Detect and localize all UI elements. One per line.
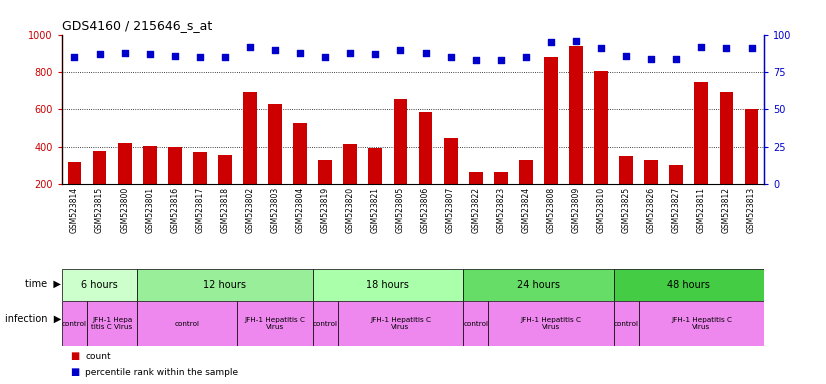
Text: infection  ▶: infection ▶ bbox=[5, 314, 61, 324]
Bar bbox=[393, 99, 407, 184]
Point bbox=[319, 54, 332, 60]
Bar bbox=[463, 301, 488, 346]
Point bbox=[244, 43, 257, 50]
Text: JFH-1 Hepatitis C
Virus: JFH-1 Hepatitis C Virus bbox=[244, 317, 306, 330]
Bar bbox=[62, 269, 137, 301]
Bar bbox=[368, 148, 382, 184]
Text: ■: ■ bbox=[70, 367, 79, 377]
Bar bbox=[168, 147, 182, 184]
Text: 24 hours: 24 hours bbox=[517, 280, 560, 290]
Text: time  ▶: time ▶ bbox=[26, 278, 61, 288]
Bar bbox=[118, 143, 131, 184]
Bar bbox=[444, 138, 458, 184]
Bar bbox=[137, 301, 238, 346]
Point bbox=[469, 57, 482, 63]
Bar bbox=[614, 301, 638, 346]
Point bbox=[544, 39, 558, 45]
Bar bbox=[620, 156, 633, 184]
Point bbox=[444, 54, 458, 60]
Bar bbox=[313, 269, 463, 301]
Bar bbox=[68, 162, 82, 184]
Point bbox=[344, 50, 357, 56]
Point bbox=[620, 53, 633, 59]
Point bbox=[644, 55, 657, 61]
Bar bbox=[268, 104, 282, 184]
Bar bbox=[62, 301, 87, 346]
Bar bbox=[463, 269, 614, 301]
Text: GDS4160 / 215646_s_at: GDS4160 / 215646_s_at bbox=[62, 19, 212, 32]
Point bbox=[569, 38, 582, 44]
Point bbox=[93, 51, 107, 57]
Point bbox=[68, 54, 81, 60]
Bar bbox=[494, 172, 508, 184]
Bar bbox=[644, 160, 658, 184]
Point bbox=[268, 46, 282, 53]
Bar bbox=[744, 109, 758, 184]
Point bbox=[419, 50, 432, 56]
Text: JFH-1 Hepatitis C
Virus: JFH-1 Hepatitis C Virus bbox=[671, 317, 732, 330]
Bar bbox=[318, 160, 332, 184]
Point bbox=[595, 45, 608, 51]
Point bbox=[494, 57, 507, 63]
Bar bbox=[569, 46, 583, 184]
Point bbox=[520, 54, 533, 60]
Bar bbox=[638, 301, 764, 346]
Bar bbox=[488, 301, 614, 346]
Bar bbox=[669, 165, 683, 184]
Point bbox=[169, 53, 182, 59]
Text: control: control bbox=[313, 321, 338, 326]
Point bbox=[218, 54, 231, 60]
Text: control: control bbox=[463, 321, 488, 326]
Bar bbox=[338, 301, 463, 346]
Bar bbox=[419, 112, 433, 184]
Bar bbox=[594, 71, 608, 184]
Text: 18 hours: 18 hours bbox=[367, 280, 410, 290]
Text: 6 hours: 6 hours bbox=[81, 280, 118, 290]
Text: control: control bbox=[175, 321, 200, 326]
Bar bbox=[87, 301, 137, 346]
Text: 12 hours: 12 hours bbox=[203, 280, 246, 290]
Point bbox=[193, 54, 206, 60]
Bar bbox=[238, 301, 313, 346]
Bar bbox=[313, 301, 338, 346]
Bar bbox=[344, 144, 357, 184]
Bar bbox=[243, 92, 257, 184]
Text: control: control bbox=[614, 321, 638, 326]
Point bbox=[368, 51, 382, 57]
Text: control: control bbox=[62, 321, 87, 326]
Bar bbox=[614, 269, 764, 301]
Point bbox=[394, 46, 407, 53]
Bar bbox=[544, 57, 558, 184]
Text: ■: ■ bbox=[70, 351, 79, 361]
Bar bbox=[469, 172, 482, 184]
Bar bbox=[695, 82, 708, 184]
Text: count: count bbox=[85, 352, 111, 361]
Text: JFH-1 Hepa
titis C Virus: JFH-1 Hepa titis C Virus bbox=[92, 317, 133, 330]
Text: 48 hours: 48 hours bbox=[667, 280, 710, 290]
Bar bbox=[519, 160, 533, 184]
Bar bbox=[719, 92, 733, 184]
Text: JFH-1 Hepatitis C
Virus: JFH-1 Hepatitis C Virus bbox=[520, 317, 582, 330]
Point bbox=[745, 45, 758, 51]
Point bbox=[118, 50, 131, 56]
Bar bbox=[193, 152, 206, 184]
Bar bbox=[293, 122, 307, 184]
Bar bbox=[93, 151, 107, 184]
Point bbox=[143, 51, 156, 57]
Point bbox=[695, 43, 708, 50]
Text: percentile rank within the sample: percentile rank within the sample bbox=[85, 368, 238, 377]
Text: JFH-1 Hepatitis C
Virus: JFH-1 Hepatitis C Virus bbox=[370, 317, 431, 330]
Bar bbox=[218, 155, 232, 184]
Point bbox=[670, 55, 683, 61]
Point bbox=[719, 45, 733, 51]
Bar bbox=[143, 146, 157, 184]
Bar bbox=[137, 269, 313, 301]
Point bbox=[293, 50, 306, 56]
